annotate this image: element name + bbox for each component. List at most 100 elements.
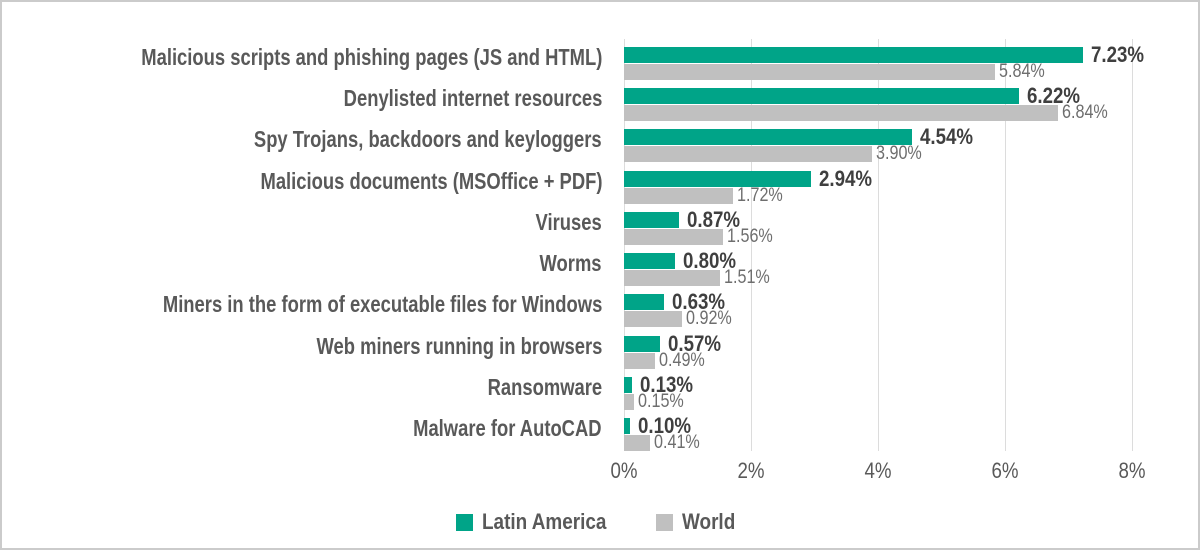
value-label-latin-america: 7.23% bbox=[1091, 42, 1153, 67]
value-label-latin-america: 0.13% bbox=[640, 372, 702, 397]
gridline bbox=[1132, 39, 1133, 451]
bar-latin-america bbox=[624, 377, 632, 393]
legend-item-latin-america: Latin America bbox=[455, 509, 627, 535]
x-axis-tick-label: 2% bbox=[737, 458, 765, 483]
value-label-text: 0.57% bbox=[668, 331, 722, 356]
category-label: Spy Trojans, backdoors and keyloggers bbox=[2, 123, 602, 156]
x-axis-tick: 0% bbox=[608, 458, 640, 484]
bar-latin-america bbox=[624, 47, 1083, 63]
value-label-text: 0.92% bbox=[686, 308, 732, 329]
bar-world bbox=[624, 270, 720, 286]
bar-world bbox=[624, 188, 733, 204]
category-label-text: Denylisted internet resources bbox=[343, 85, 602, 111]
category-label: Viruses bbox=[2, 206, 602, 239]
value-label-world: 1.72% bbox=[737, 185, 791, 206]
value-label-text: 0.13% bbox=[640, 372, 694, 397]
category-label: Malware for AutoCAD bbox=[2, 412, 602, 445]
bar-latin-america bbox=[624, 294, 664, 310]
value-label-text: 2.94% bbox=[819, 166, 873, 191]
value-label-latin-america: 0.10% bbox=[638, 413, 700, 438]
value-label-world: 1.56% bbox=[727, 226, 781, 247]
value-label-world: 5.84% bbox=[999, 61, 1053, 82]
bar-world bbox=[624, 229, 723, 245]
value-label-world: 0.92% bbox=[686, 308, 740, 329]
value-label-world: 0.49% bbox=[659, 350, 713, 371]
bar-latin-america bbox=[624, 418, 630, 434]
bar-latin-america bbox=[624, 171, 811, 187]
gridline bbox=[624, 39, 625, 451]
value-label-world: 0.15% bbox=[638, 391, 692, 412]
legend-text-world: World bbox=[682, 509, 736, 534]
bar-world bbox=[624, 105, 1058, 121]
category-label: Miners in the form of executable files f… bbox=[2, 288, 602, 321]
value-label-world: 1.51% bbox=[724, 267, 778, 288]
x-axis-tick: 2% bbox=[735, 458, 767, 484]
x-axis-tick-label: 8% bbox=[1118, 458, 1146, 483]
value-label-text: 0.41% bbox=[654, 432, 700, 453]
gridline bbox=[1005, 39, 1006, 451]
gridline bbox=[878, 39, 879, 451]
x-axis-tick: 6% bbox=[989, 458, 1021, 484]
value-label-text: 0.10% bbox=[638, 413, 692, 438]
category-label: Malicious documents (MSOffice + PDF) bbox=[2, 165, 602, 198]
legend-swatch-world bbox=[656, 513, 674, 531]
value-label-latin-america: 0.57% bbox=[668, 331, 730, 356]
category-label-text: Miners in the form of executable files f… bbox=[162, 291, 602, 317]
value-label-text: 1.56% bbox=[727, 226, 773, 247]
legend-swatch-latin-america bbox=[455, 513, 473, 531]
gridline bbox=[751, 39, 752, 451]
category-label-text: Viruses bbox=[535, 209, 602, 235]
value-label-text: 0.63% bbox=[672, 289, 726, 314]
legend-label-world: World bbox=[682, 509, 744, 535]
value-label-text: 1.72% bbox=[737, 185, 783, 206]
plot-area bbox=[624, 39, 1133, 451]
category-label-text: Malicious scripts and phishing pages (JS… bbox=[140, 44, 602, 70]
value-label-text: 6.84% bbox=[1062, 102, 1108, 123]
category-label: Ransomware bbox=[2, 371, 602, 404]
value-label-latin-america: 0.87% bbox=[687, 207, 749, 232]
legend-item-world: World bbox=[656, 509, 744, 535]
x-axis-tick-label: 6% bbox=[991, 458, 1019, 483]
value-label-latin-america: 2.94% bbox=[819, 166, 881, 191]
x-axis-tick-label: 4% bbox=[864, 458, 892, 483]
bar-latin-america bbox=[624, 253, 675, 269]
legend-label-latin-america: Latin America bbox=[482, 509, 627, 535]
value-label-latin-america: 0.63% bbox=[672, 289, 734, 314]
bar-world bbox=[624, 353, 655, 369]
legend: Latin America World bbox=[2, 508, 1198, 536]
value-label-text: 5.84% bbox=[999, 61, 1045, 82]
bar-latin-america bbox=[624, 129, 912, 145]
bar-world bbox=[624, 311, 682, 327]
value-label-text: 4.54% bbox=[920, 124, 974, 149]
value-label-latin-america: 0.80% bbox=[683, 248, 745, 273]
bar-world bbox=[624, 394, 634, 410]
legend-text-latin-america: Latin America bbox=[481, 509, 607, 534]
value-label-world: 0.41% bbox=[654, 432, 708, 453]
category-label: Web miners running in browsers bbox=[2, 330, 602, 363]
x-axis-tick: 4% bbox=[862, 458, 894, 484]
value-label-text: 0.80% bbox=[683, 248, 737, 273]
value-label-world: 3.90% bbox=[876, 143, 930, 164]
value-label-latin-america: 4.54% bbox=[920, 124, 982, 149]
category-label-text: Worms bbox=[539, 250, 602, 276]
value-label-text: 6.22% bbox=[1027, 83, 1081, 108]
category-label-text: Malicious documents (MSOffice + PDF) bbox=[260, 168, 602, 194]
value-label-text: 0.15% bbox=[638, 391, 684, 412]
category-label-text: Ransomware bbox=[487, 374, 602, 400]
value-label-text: 0.87% bbox=[687, 207, 741, 232]
category-label-text: Web miners running in browsers bbox=[316, 333, 602, 359]
value-label-text: 1.51% bbox=[724, 267, 770, 288]
category-label-text: Malware for AutoCAD bbox=[413, 415, 602, 441]
bar-latin-america bbox=[624, 336, 660, 352]
bar-world bbox=[624, 146, 872, 162]
value-label-latin-america: 6.22% bbox=[1027, 83, 1089, 108]
bar-world bbox=[624, 64, 995, 80]
value-label-world: 6.84% bbox=[1062, 102, 1116, 123]
category-label: Denylisted internet resources bbox=[2, 82, 602, 115]
x-axis-tick-label: 0% bbox=[610, 458, 638, 483]
bar-latin-america bbox=[624, 88, 1019, 104]
value-label-text: 3.90% bbox=[876, 143, 922, 164]
category-label-text: Spy Trojans, backdoors and keyloggers bbox=[254, 126, 602, 152]
value-label-text: 7.23% bbox=[1091, 42, 1145, 67]
